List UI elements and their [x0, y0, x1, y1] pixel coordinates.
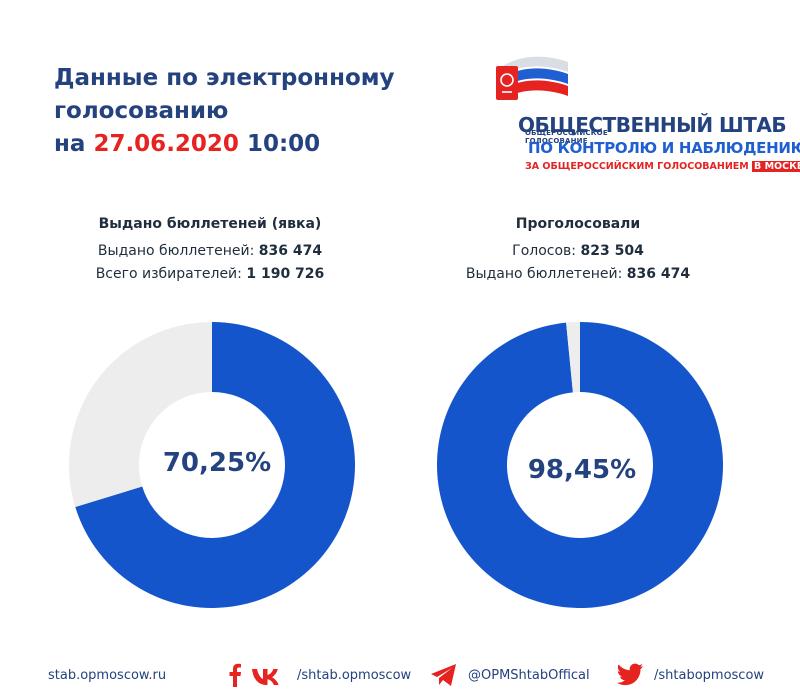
title-line-2: голосованию — [54, 98, 229, 124]
donut-slice-rest — [68, 322, 212, 508]
logo-moscow-badge: В МОСКВЕ — [752, 161, 800, 172]
vk-icon[interactable] — [251, 667, 285, 687]
logo-line-1: ОБЩЕСТВЕННЫЙ ШТАБ — [518, 113, 787, 137]
telegram-icon[interactable] — [430, 663, 458, 687]
title-time: 10:00 — [246, 131, 321, 157]
logo-small-text: ОБЩЕРОССИЙСКОЕ ГОЛОСОВАНИЕ — [525, 129, 608, 145]
logo: ОБЩЕРОССИЙСКОЕ ГОЛОСОВАНИЕ ОБЩЕСТВЕННЫЙ … — [490, 44, 800, 184]
stat-value: 1 190 726 — [246, 266, 325, 282]
donut-slice-rest — [566, 322, 580, 393]
chart-1-title: Выдано бюллетеней (явка) — [98, 216, 322, 232]
stat-label: Выдано бюллетеней: — [465, 266, 623, 282]
title-line-1: Данные по электронному — [54, 65, 395, 91]
stat-value: 836 474 — [626, 266, 691, 282]
donut-chart-1 — [68, 322, 356, 608]
logo-line-3-text: ЗА ОБЩЕРОССИЙСКИМ ГОЛОСОВАНИЕМ — [525, 161, 749, 172]
chart-2-stat-1: Голосов: 823 504 — [428, 243, 728, 259]
stat-label: Голосов: — [512, 243, 577, 259]
facebook-icon[interactable] — [228, 663, 242, 687]
logo-line-2: ПО КОНТРОЛЮ И НАБЛЮДЕНИЮ — [528, 139, 800, 157]
donut-slice-main — [437, 322, 723, 608]
footer-social-1[interactable]: /shtab.opmoscow — [297, 668, 412, 683]
logo-line-3: ЗА ОБЩЕРОССИЙСКИМ ГОЛОСОВАНИЕМ В МОСКВЕ — [525, 161, 800, 172]
stat-value: 823 504 — [580, 243, 644, 259]
chart-2-center-label: 98,45% — [527, 455, 637, 485]
title-prefix: на — [54, 131, 86, 157]
chart-1-stat-1: Выдано бюллетеней: 836 474 — [60, 243, 360, 259]
stat-label: Всего избирателей: — [95, 266, 242, 282]
chart-2-title: Проголосовали — [515, 216, 641, 232]
stat-label: Выдано бюллетеней: — [97, 243, 255, 259]
flag-emblem-icon — [496, 56, 568, 100]
donut-slice-main — [75, 322, 356, 608]
chart-1-center-label: 70,25% — [162, 448, 272, 478]
title-line-3: на 27.06.2020 10:00 — [54, 128, 395, 161]
chart-2-stat-2: Выдано бюллетеней: 836 474 — [428, 266, 728, 282]
title-date: 27.06.2020 — [93, 131, 239, 157]
page-title: Данные по электронному голосованию на 27… — [54, 62, 395, 161]
stat-value: 836 474 — [258, 243, 323, 259]
donut-chart-2 — [437, 322, 723, 608]
footer-social-3[interactable]: /shtabopmoscow — [654, 668, 765, 683]
chart-1-stat-2: Всего избирателей: 1 190 726 — [60, 266, 360, 282]
logo-small-line-1: ОБЩЕРОССИЙСКОЕ — [525, 129, 608, 137]
logo-small-line-2: ГОЛОСОВАНИЕ — [525, 137, 588, 145]
footer-site-link[interactable]: stab.opmoscow.ru — [48, 668, 167, 683]
twitter-icon[interactable] — [616, 663, 644, 687]
footer-social-2[interactable]: @OPMShtabOffical — [468, 668, 590, 683]
